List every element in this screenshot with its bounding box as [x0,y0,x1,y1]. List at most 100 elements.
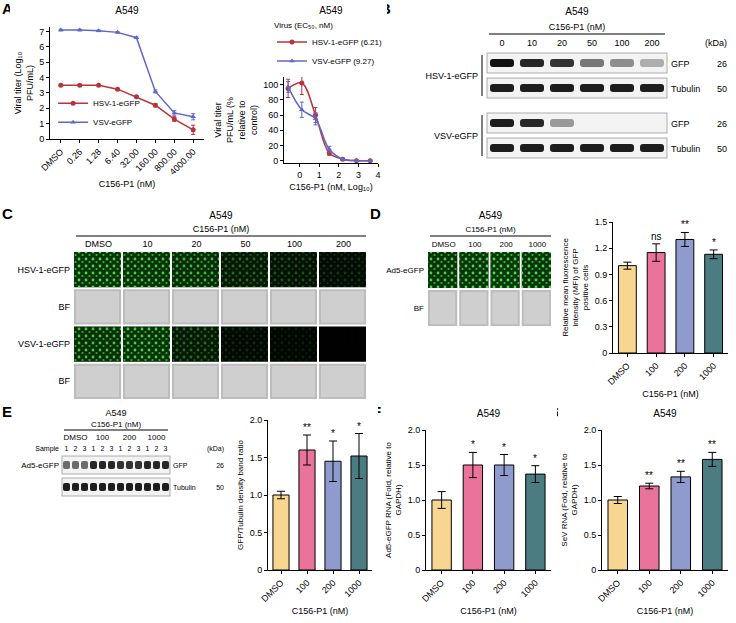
svg-text:*: * [502,442,506,453]
svg-text:C156-P1 (nM): C156-P1 (nM) [460,606,517,616]
svg-text:Viral titerPFU/mL (%relative t: Viral titerPFU/mL (%relative tocontrol) [213,97,258,143]
svg-text:50: 50 [717,84,727,94]
svg-text:0.5: 0.5 [584,530,597,540]
svg-text:C156-P1 (nM): C156-P1 (nM) [292,606,349,616]
svg-text:**: ** [708,439,716,450]
svg-text:DMSO: DMSO [39,147,65,173]
svg-text:0.9: 0.9 [595,270,608,280]
svg-text:3: 3 [356,170,361,180]
svg-text:Ad5-eGFP: Ad5-eGFP [21,461,59,470]
svg-text:C156-P1 (nM): C156-P1 (nM) [193,224,250,234]
svg-text:1: 1 [92,445,96,452]
svg-text:2: 2 [336,170,341,180]
svg-text:(kDa): (kDa) [705,38,727,48]
svg-text:VSV-1-eGFP: VSV-1-eGFP [18,339,70,349]
svg-text:1000: 1000 [697,361,718,382]
svg-text:(kDa): (kDa) [207,445,224,453]
svg-text:*: * [331,428,335,439]
svg-text:100: 100 [460,578,478,596]
svg-text:3: 3 [110,445,114,452]
svg-text:A549: A549 [105,408,126,418]
svg-text:1.5: 1.5 [595,217,608,227]
svg-text:*: * [471,439,475,450]
svg-text:VSV-eGFP (9.27): VSV-eGFP (9.27) [312,57,374,66]
svg-text:200: 200 [320,578,338,596]
svg-text:200: 200 [123,433,137,442]
svg-text:2.0: 2.0 [250,415,263,425]
svg-text:0.5: 0.5 [408,530,421,540]
svg-text:10: 10 [142,239,152,249]
svg-text:200: 200 [336,239,351,249]
svg-text:1: 1 [65,445,69,452]
svg-text:0: 0 [415,565,420,575]
svg-text:ns: ns [651,231,662,242]
svg-text:2: 2 [74,445,78,452]
svg-text:SeV RNA (Fold, relative toGAPD: SeV RNA (Fold, relative toGAPDH) [560,453,579,547]
svg-text:0: 0 [602,348,607,358]
svg-text:3: 3 [137,445,141,452]
svg-text:200: 200 [491,578,509,596]
svg-text:1: 1 [146,445,150,452]
svg-text:VSV-eGFP: VSV-eGFP [434,131,478,141]
svg-text:160.00: 160.00 [133,147,160,174]
svg-text:A549: A549 [653,408,677,419]
svg-text:1: 1 [119,445,123,452]
svg-text:Ad5-eGFP RNA (Fold, relative t: Ad5-eGFP RNA (Fold, relative toGAPDH) [384,442,403,558]
svg-text:A549: A549 [115,5,139,16]
svg-text:4000.00: 4000.00 [168,147,198,177]
svg-text:C156-P1 (nM): C156-P1 (nM) [549,22,606,32]
svg-text:200: 200 [672,361,690,379]
svg-text:A549: A549 [319,5,343,16]
svg-text:26: 26 [717,59,727,69]
svg-text:1: 1 [317,170,322,180]
svg-text:20: 20 [191,239,201,249]
svg-text:1000: 1000 [148,433,166,442]
svg-text:*: * [533,453,537,464]
svg-text:32.00: 32.00 [118,147,141,170]
svg-text:3: 3 [83,445,87,452]
svg-text:C156-P1 (nM): C156-P1 (nM) [637,606,694,616]
svg-text:5: 5 [39,57,44,67]
svg-text:DMSO: DMSO [432,240,456,249]
svg-text:0: 0 [297,170,302,180]
svg-text:50: 50 [717,144,727,154]
svg-text:2: 2 [155,445,159,452]
svg-text:3: 3 [39,88,44,98]
svg-text:1.0: 1.0 [584,495,597,505]
svg-text:80: 80 [268,95,278,105]
svg-text:Relative mean fluorescenceinte: Relative mean fluorescenceintensity (MFI… [561,238,591,337]
svg-text:1000: 1000 [519,578,540,599]
svg-text:800.00: 800.00 [152,147,179,174]
svg-text:2: 2 [39,103,44,113]
svg-text:C156-P1 (nM): C156-P1 (nM) [91,420,142,429]
svg-text:GFP: GFP [671,59,690,69]
svg-text:1.5: 1.5 [584,460,597,470]
svg-text:*: * [357,421,361,432]
svg-text:C156-P1 (nM, Log₁₀): C156-P1 (nM, Log₁₀) [289,182,372,192]
svg-text:HSV-1-eGFP: HSV-1-eGFP [93,99,140,108]
svg-text:DMSO: DMSO [606,361,632,387]
svg-text:C156-P1 (nM): C156-P1 (nM) [642,389,699,399]
svg-text:20: 20 [268,141,278,151]
svg-text:GFP: GFP [671,119,690,129]
svg-text:3: 3 [164,445,168,452]
svg-text:0: 0 [591,565,596,575]
svg-text:**: ** [303,422,311,433]
svg-text:A549: A549 [477,408,501,419]
svg-text:BF: BF [58,302,70,312]
svg-text:1.2: 1.2 [595,243,608,253]
svg-text:26: 26 [216,462,224,469]
svg-text:BF: BF [58,376,70,386]
svg-text:2.0: 2.0 [408,425,421,435]
svg-text:4: 4 [39,73,44,83]
svg-text:200: 200 [668,578,686,596]
svg-text:100: 100 [643,361,661,379]
svg-text:0.26: 0.26 [65,147,84,166]
svg-text:GFP/Tubulin density band ratio: GFP/Tubulin density band ratio [236,439,245,550]
svg-text:A549: A549 [479,210,503,221]
svg-text:A549: A549 [209,210,233,221]
svg-text:60: 60 [268,110,278,120]
svg-text:0.3: 0.3 [595,322,608,332]
svg-text:1.28: 1.28 [84,147,103,166]
svg-text:A549: A549 [565,6,589,17]
